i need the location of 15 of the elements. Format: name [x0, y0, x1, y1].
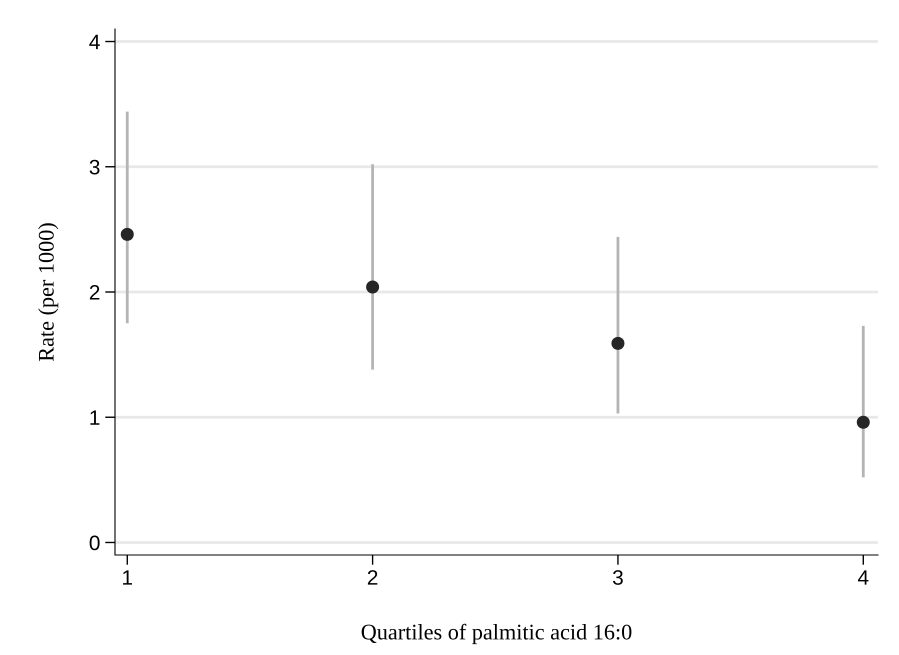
y-tick-label: 3: [90, 160, 100, 175]
y-tick-label: 4: [89, 34, 100, 50]
y-tick-label: 1: [90, 410, 100, 425]
y-tick-label: 0: [90, 535, 100, 550]
x-axis-title: Quartiles of palmitic acid 16:0: [362, 624, 632, 644]
point: [120, 228, 134, 241]
y-tick-label: 2: [90, 285, 100, 300]
y-axis-title: Rate (per 1000): [38, 223, 58, 362]
x-tick-label: 4: [858, 570, 868, 585]
point: [366, 280, 380, 294]
x-tick-label: 1: [123, 570, 132, 585]
point: [856, 416, 870, 429]
x-tick-label: 3: [612, 570, 623, 585]
point: [611, 336, 624, 350]
x-tick-label: 2: [368, 570, 378, 585]
